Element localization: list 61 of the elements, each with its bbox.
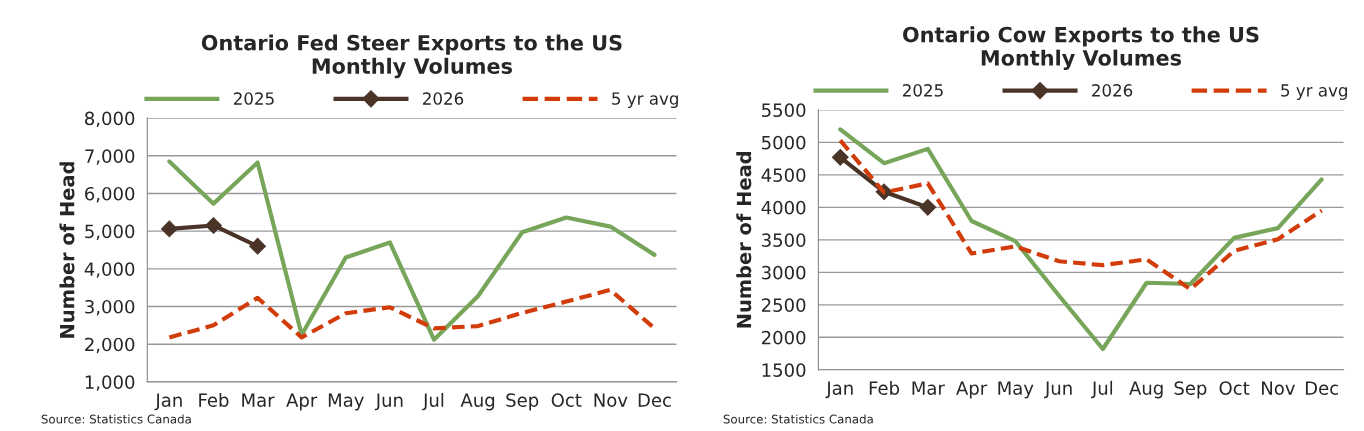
x-tick-label: Mar — [242, 393, 275, 407]
point — [919, 198, 937, 216]
y-tick-label: 2500 — [761, 298, 806, 312]
x-tick-label: Sep — [506, 393, 539, 411]
x-tick-label: Aug — [1129, 381, 1163, 399]
x-tick-label: Feb — [869, 380, 900, 395]
x-tick-label: Jun — [374, 393, 403, 411]
x-tick-label: Dec — [1305, 381, 1339, 395]
line-series — [167, 159, 657, 342]
y-tick-label: 5500 — [762, 103, 806, 118]
y-tick-label: 1500 — [762, 363, 806, 377]
y-tick-label: 5,000 — [85, 224, 135, 241]
point — [205, 217, 222, 234]
point — [160, 220, 178, 238]
chart-title: Ontario Cow Exports to the US Monthly Volumes — [902, 26, 1259, 70]
y-tick-label: 4500 — [761, 168, 806, 182]
source-note: Source: Statistics Canada — [723, 414, 873, 424]
x-tick-label: Feb — [199, 392, 229, 407]
x-tick-label: Jan — [825, 381, 853, 399]
chart-title: Ontario Fed Steer Exports to the US Monthly Volumes — [201, 34, 622, 79]
y-tick-label: 3500 — [762, 233, 806, 247]
x-tick-label: Dec — [638, 393, 671, 407]
legend-label: 2026 — [423, 92, 464, 105]
line-series — [838, 127, 1324, 352]
y-tick-label: 7,000 — [85, 149, 135, 165]
legend-label: 2025 — [902, 84, 943, 97]
x-tick-label: Apr — [286, 393, 318, 411]
point — [249, 237, 266, 255]
x-tick-label: Mar — [912, 381, 945, 395]
y-tick-label: 8,000 — [85, 111, 135, 128]
x-tick-label: Jul — [1091, 380, 1113, 399]
legend-label: 2026 — [1092, 84, 1133, 97]
source-note: Source: Statistics Canada — [41, 414, 191, 424]
x-tick-label: Apr — [956, 381, 988, 399]
y-tick-label: 2,000 — [85, 337, 135, 354]
x-tick-label: Jul — [422, 392, 444, 411]
y-tick-label: 3000 — [762, 265, 806, 280]
x-tick-label: Sep — [1174, 381, 1207, 399]
point — [831, 148, 849, 166]
y-tick-label: 4000 — [761, 200, 806, 215]
y-tick-label: 2000 — [761, 330, 806, 345]
x-tick-label: Oct — [551, 393, 582, 407]
y-axis-title: Number of Head — [736, 152, 752, 328]
x-tick-label: Nov — [1262, 381, 1295, 395]
x-tick-label: Jun — [1044, 381, 1072, 399]
x-tick-label: Oct — [1219, 381, 1250, 395]
x-tick-label: May — [998, 381, 1034, 399]
y-tick-label: 5000 — [762, 135, 806, 150]
x-tick-label: Nov — [594, 393, 628, 407]
y-tick-label: 1,000 — [85, 375, 135, 391]
y-tick-label: 4,000 — [84, 262, 135, 278]
y-axis-title: Number of Head — [59, 162, 75, 338]
x-tick-label: May — [328, 393, 364, 411]
y-tick-label: 3,000 — [85, 299, 135, 316]
legend-label: 2025 — [233, 92, 274, 105]
x-tick-label: Aug — [460, 393, 495, 411]
x-tick-label: Jan — [154, 393, 182, 411]
line-series — [838, 138, 1324, 292]
legend-label: 5 yr avg — [1281, 84, 1347, 100]
legend-label: 5 yr avg — [612, 92, 678, 109]
y-tick-label: 6,000 — [85, 186, 135, 203]
